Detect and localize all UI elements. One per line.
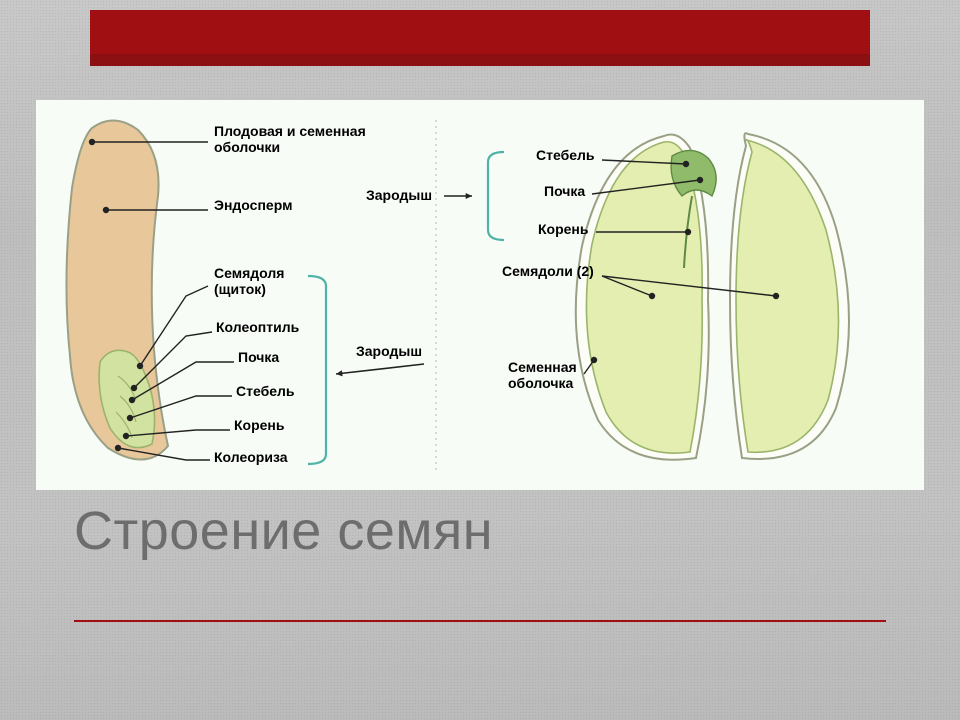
slide-title: Строение семян bbox=[74, 500, 493, 562]
seed-diagram: Плодовая и семеннаяоболочки Эндосперм Семя… bbox=[36, 100, 924, 490]
svg-text:Корень: Корень bbox=[234, 417, 285, 433]
svg-text:Семеннаяоболочка: Семеннаяоболочка bbox=[508, 359, 577, 391]
svg-text:Зародыш: Зародыш bbox=[356, 343, 422, 359]
svg-text:Стебель: Стебель bbox=[536, 147, 595, 163]
svg-text:Колеоптиль: Колеоптиль bbox=[216, 319, 300, 335]
svg-text:Семядоля(щиток): Семядоля(щиток) bbox=[214, 265, 284, 297]
underline-rule bbox=[74, 620, 886, 622]
svg-text:Колеориза: Колеориза bbox=[214, 449, 288, 465]
svg-text:Зародыш: Зародыш bbox=[366, 187, 432, 203]
svg-text:Почка: Почка bbox=[238, 349, 279, 365]
svg-text:Стебель: Стебель bbox=[236, 383, 295, 399]
svg-text:Почка: Почка bbox=[544, 183, 585, 199]
svg-text:Семядоли (2): Семядоли (2) bbox=[502, 263, 594, 279]
svg-text:Эндосперм: Эндосперм bbox=[214, 197, 292, 213]
header-bar bbox=[90, 10, 870, 66]
svg-text:Плодовая и семеннаяоболочки: Плодовая и семеннаяоболочки bbox=[214, 123, 366, 155]
svg-text:Корень: Корень bbox=[538, 221, 589, 237]
